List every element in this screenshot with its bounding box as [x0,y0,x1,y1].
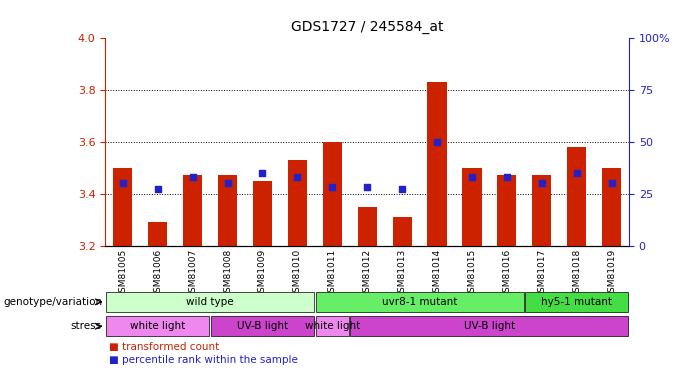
Point [257,170,268,176]
Text: white light: white light [130,321,186,331]
Point [432,139,443,145]
Text: ■ transformed count: ■ transformed count [109,342,219,352]
Point [396,186,407,192]
Text: uvr8-1 mutant: uvr8-1 mutant [382,297,457,307]
Point [606,180,617,186]
Text: ■ percentile rank within the sample: ■ percentile rank within the sample [109,356,297,366]
Bar [316,316,349,336]
Point [501,174,512,180]
Text: wild type: wild type [186,297,234,307]
Bar [428,82,447,246]
Bar [532,176,551,246]
Bar [106,292,314,312]
Bar [497,176,516,246]
Text: UV-B light: UV-B light [237,321,288,331]
Point [118,180,129,186]
Point [292,174,303,180]
Point [362,184,373,190]
Bar [106,316,209,336]
Bar [288,160,307,246]
Point [466,174,477,180]
Point [187,174,198,180]
Bar [392,217,411,246]
Point [222,180,233,186]
Text: genotype/variation: genotype/variation [3,297,102,307]
Bar [183,176,202,246]
Point [152,186,163,192]
Bar [350,316,628,336]
Bar [567,147,586,246]
Bar [358,207,377,246]
Title: GDS1727 / 245584_at: GDS1727 / 245584_at [291,20,443,34]
Point [537,180,547,186]
Bar [148,222,167,246]
Point [571,170,582,176]
Bar [602,168,621,246]
Text: hy5-1 mutant: hy5-1 mutant [541,297,612,307]
Text: UV-B light: UV-B light [464,321,515,331]
Bar [323,142,342,246]
Text: stress: stress [71,321,102,331]
Bar [525,292,628,312]
Point [327,184,338,190]
Text: white light: white light [305,321,360,331]
Bar [462,168,481,246]
Bar [253,181,272,246]
Bar [114,168,133,246]
Bar [211,316,314,336]
Bar [218,176,237,246]
Bar [316,292,524,312]
